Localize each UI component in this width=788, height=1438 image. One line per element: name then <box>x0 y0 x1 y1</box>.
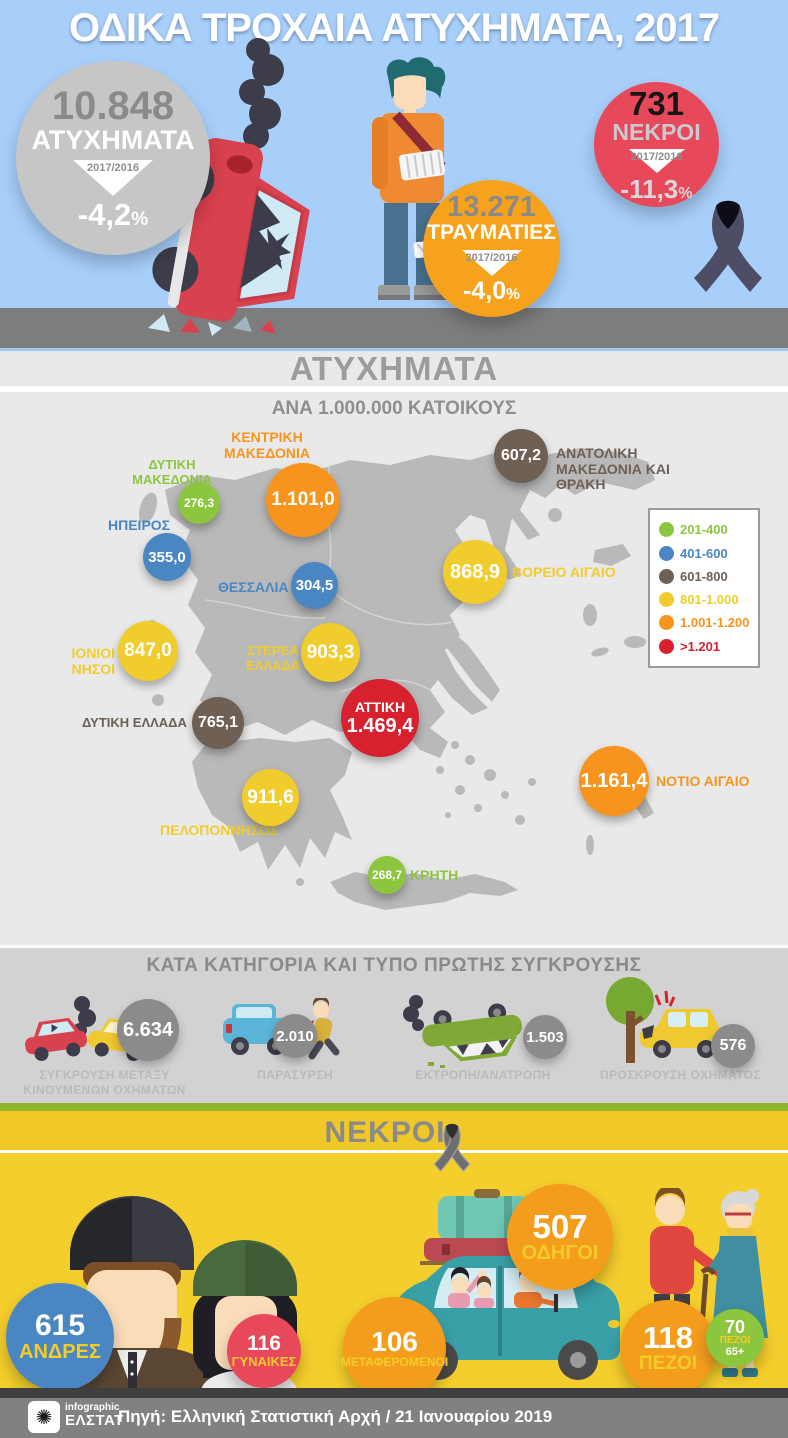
period-label: 2017/2016 <box>87 161 139 174</box>
deaths-women-circle: 116 ΓΥΝΑΙΚΕΣ <box>227 1314 301 1388</box>
map-subtitle: ΑΝΑ 1.000.000 ΚΑΤΟΙΚΟΥΣ <box>271 398 517 419</box>
road-strip <box>0 308 788 348</box>
region-label-ionioi-nisoi: ΙΟΝΙΟΙ ΝΗΣΟΙ <box>71 645 115 677</box>
change-triangle: 2017/2016 <box>461 249 522 276</box>
elstat-logo-icon: ✺ <box>28 1401 60 1433</box>
deaths-label: ΝΕΚΡΟΙ <box>612 118 701 145</box>
divider <box>0 386 788 392</box>
green-divider-strip <box>0 1103 788 1111</box>
region-bubble-ipeiros: 355,0 <box>143 533 191 581</box>
legend-dot-orange <box>659 615 674 631</box>
legend-dot-brown <box>659 568 674 584</box>
category-label-pedestrian: ΠΑΡΑΣΥΡΣΗ <box>257 1068 333 1082</box>
region-label-voreio-aigaio: ΒΟΡΕΙΟ ΑΙΓΑΙΟ <box>512 564 616 580</box>
period-label: 2017/2016 <box>630 151 683 164</box>
region-label-sterea-ellada: ΣΤΕΡΕΑ ΕΛΛΑΔΑ <box>246 643 301 673</box>
region-bubble-attiki: ΑΤΤΙΚΗ 1.469,4 <box>341 679 419 757</box>
region-bubble-kentriki-makedonia: 1.101,0 <box>266 463 340 537</box>
legend-dot-red <box>659 638 674 654</box>
accidents-section-header: ΑΤΥΧΗΜΑΤΑ <box>0 350 788 387</box>
legend-row: >1.201 <box>659 638 749 654</box>
deaths-pedestrians-65plus-circle: 70 ΠΕΖΟΙ 65+ <box>706 1309 764 1367</box>
region-bubble-ionioi-nisoi: 847,0 <box>118 621 178 681</box>
injured-stat-circle: 13.271 ΤΡΑΥΜΑΤΙΕΣ 2017/2016 -4,0% <box>423 180 560 317</box>
region-bubble-thessalia: 304,5 <box>291 562 338 609</box>
deaths-pedestrians-circle: 118 ΠΕΖΟΙ <box>620 1300 716 1396</box>
category-count-fixed-object: 576 <box>711 1024 755 1068</box>
divider <box>0 1150 788 1153</box>
period-label: 2017/2016 <box>465 251 518 264</box>
region-label-notio-aigaio: ΝΟΤΙΟ ΑΙΓΑΙΟ <box>656 773 750 789</box>
deaths-total: 731 <box>628 84 685 122</box>
region-bubble-sterea-ellada: 903,3 <box>301 623 360 682</box>
region-bubble-dytiki-makedonia: 276,3 <box>178 482 220 524</box>
region-label-thessalia: ΘΕΣΣΑΛΙΑ <box>218 579 289 595</box>
divider <box>0 945 788 948</box>
car-tree-collision-icon <box>606 977 726 1063</box>
category-count-overturn: 1.503 <box>523 1015 567 1059</box>
deaths-men-circle: 615 ΑΝΔΡΕΣ <box>6 1283 114 1391</box>
region-label-kentriki-makedonia: ΚΕΝΤΡΙΚΗ ΜΑΚΕΔΟΝΙΑ <box>224 429 310 461</box>
injured-label: ΤΡΑΥΜΑΤΙΕΣ <box>427 221 556 245</box>
category-count-pedestrian: 2.010 <box>273 1014 317 1058</box>
broken-glass-icon <box>148 314 276 336</box>
region-bubble-kriti: 268,7 <box>368 856 406 894</box>
legend-dot-blue <box>659 545 674 561</box>
region-bubble-anatoliki-makedonia: 607,2 <box>494 429 548 483</box>
category-label-fixed-object: ΠΡΟΣΚΡΟΥΣΗ ΟΧΗΜΑΤΟΣ <box>600 1068 761 1082</box>
legend-row: 601-800 <box>659 568 749 584</box>
deaths-passengers-circle: 106 ΜΕΤΑΦΕΡΟΜΕΝΟΙ <box>341 1297 448 1400</box>
source-attribution: Πηγή: Ελληνική Στατιστική Αρχή / 21 Ιανο… <box>118 1407 553 1426</box>
legend-row: 801-1.000 <box>659 592 749 608</box>
deaths-ribbon-icon <box>433 1123 471 1173</box>
region-label-kriti: ΚΡΗΤΗ <box>410 867 459 883</box>
injured-change: -4,0% <box>463 276 520 305</box>
overturned-car-icon <box>403 995 522 1068</box>
mourning-ribbon-icon <box>694 200 762 292</box>
deaths-section-header: ΝΕΚΡΟΙ <box>324 1116 446 1149</box>
road-edge-line <box>0 348 788 351</box>
region-bubble-dytiki-ellada: 765,1 <box>192 697 244 749</box>
legend-dot-green <box>659 522 674 538</box>
legend-dot-yellow <box>659 592 674 608</box>
region-label-dytiki-ellada: ΔΥΤΙΚΗ ΕΛΛΑΔΑ <box>82 715 187 730</box>
accidents-stat-circle: 10.848 ΑΤΥΧΗΜΑΤΑ 2017/2016 -4,2% <box>16 61 210 255</box>
injured-person-illustration <box>372 57 446 300</box>
accidents-total: 10.848 <box>51 84 175 129</box>
deaths-stat-circle: 731 ΝΕΚΡΟΙ 2017/2016 -11,3% <box>594 82 719 207</box>
category-count-collision: 6.634 <box>117 999 179 1061</box>
region-label-attiki: ΑΤΤΙΚΗ <box>354 698 406 715</box>
injured-total: 13.271 <box>447 191 536 224</box>
deaths-header-band <box>0 1111 788 1150</box>
crashed-car-illustration <box>152 38 310 322</box>
category-label-overturn: ΕΚΤΡΟΠΗ/ΑΝΑΤΡΟΠΗ <box>415 1068 551 1082</box>
region-bubble-peloponnisos: 911,6 <box>242 769 299 826</box>
region-label-anatoliki-makedonia: ΑΝΑΤΟΛΙΚΗ ΜΑΚΕΔΟΝΙΑ ΚΑΙ ΘΡΑΚΗ <box>556 445 670 493</box>
region-bubble-voreio-aigaio: 868,9 <box>443 540 507 604</box>
smoke-icon <box>239 38 284 149</box>
accidents-label: ΑΤΥΧΗΜΑΤΑ <box>31 125 195 156</box>
category-section-header: ΚΑΤΑ ΚΑΤΗΓΟΡΙΑ ΚΑΙ ΤΥΠΟ ΠΡΩΤΗΣ ΣΥΓΚΡΟΥΣΗ… <box>146 955 642 976</box>
page-title: ΟΔΙΚΑ ΤΡΟΧΑΙΑ ΑΤΥΧΗΜΑΤΑ, 2017 <box>69 6 720 50</box>
category-label-collision: ΣΥΓΚΡΟΥΣΗ ΜΕΤΑΞΥ ΚΙΝΟΥΜΕΝΩΝ ΟΧΗΜΑΤΩΝ <box>23 1068 186 1097</box>
footer-shadow-strip <box>0 1388 788 1398</box>
legend-row: 401-600 <box>659 545 749 561</box>
elstat-logo-text: infographic ΕΛΣΤΑΤ <box>65 1402 124 1429</box>
deaths-drivers-circle: 507 ΟΔΗΓΟΙ <box>507 1184 613 1290</box>
map-legend: 201-400 401-600 601-800 801-1.000 1.001-… <box>648 508 760 668</box>
region-label-ipeiros: ΗΠΕΙΡΟΣ <box>108 517 171 533</box>
footer-bar <box>0 1398 788 1438</box>
legend-row: 201-400 <box>659 522 749 538</box>
region-label-peloponnisos: ΠΕΛΟΠΟΝΝΗΣΟΣ <box>160 822 279 838</box>
legend-row: 1.001-1.200 <box>659 615 749 631</box>
deaths-change: -11,3% <box>620 174 693 205</box>
accidents-change: -4,2% <box>77 196 149 232</box>
change-triangle: 2017/2016 <box>628 149 685 174</box>
region-bubble-notio-aigaio: 1.161,4 <box>579 746 649 816</box>
change-triangle: 2017/2016 <box>73 159 153 196</box>
